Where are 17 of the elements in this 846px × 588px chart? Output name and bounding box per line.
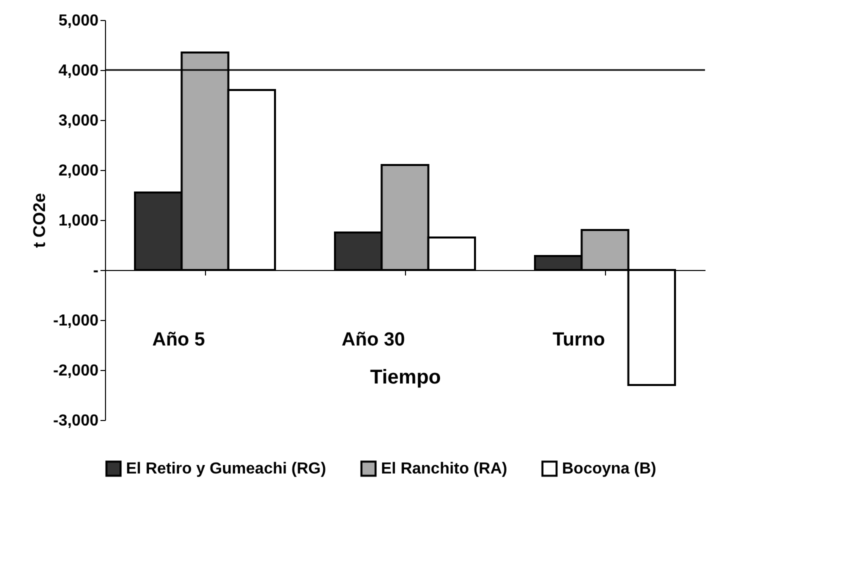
x-tick-label: Turno bbox=[552, 330, 605, 350]
y-axis-title: t CO2e bbox=[30, 193, 50, 248]
y-tick-label: 2,000 bbox=[58, 162, 99, 180]
x-tick-label: Año 5 bbox=[152, 330, 206, 350]
x-axis-title: Tiempo bbox=[370, 366, 441, 388]
y-tick-label: 4,000 bbox=[58, 62, 99, 80]
y-tick-label: 5,000 bbox=[58, 12, 99, 30]
x-tick-label: Año 30 bbox=[342, 330, 405, 350]
y-tick-label: -2,000 bbox=[53, 362, 99, 380]
y-tick-label: - bbox=[93, 262, 98, 280]
legend-label: El Retiro y Gumeachi (RG) bbox=[126, 460, 326, 478]
y-tick-label: -1,000 bbox=[53, 312, 99, 330]
y-tick-label: -3,000 bbox=[53, 412, 99, 430]
y-tick-label: 3,000 bbox=[58, 112, 99, 130]
legend-label: Bocoyna (B) bbox=[562, 460, 656, 478]
y-tick-label: 1,000 bbox=[58, 212, 99, 230]
legend-label: El Ranchito (RA) bbox=[381, 460, 508, 478]
